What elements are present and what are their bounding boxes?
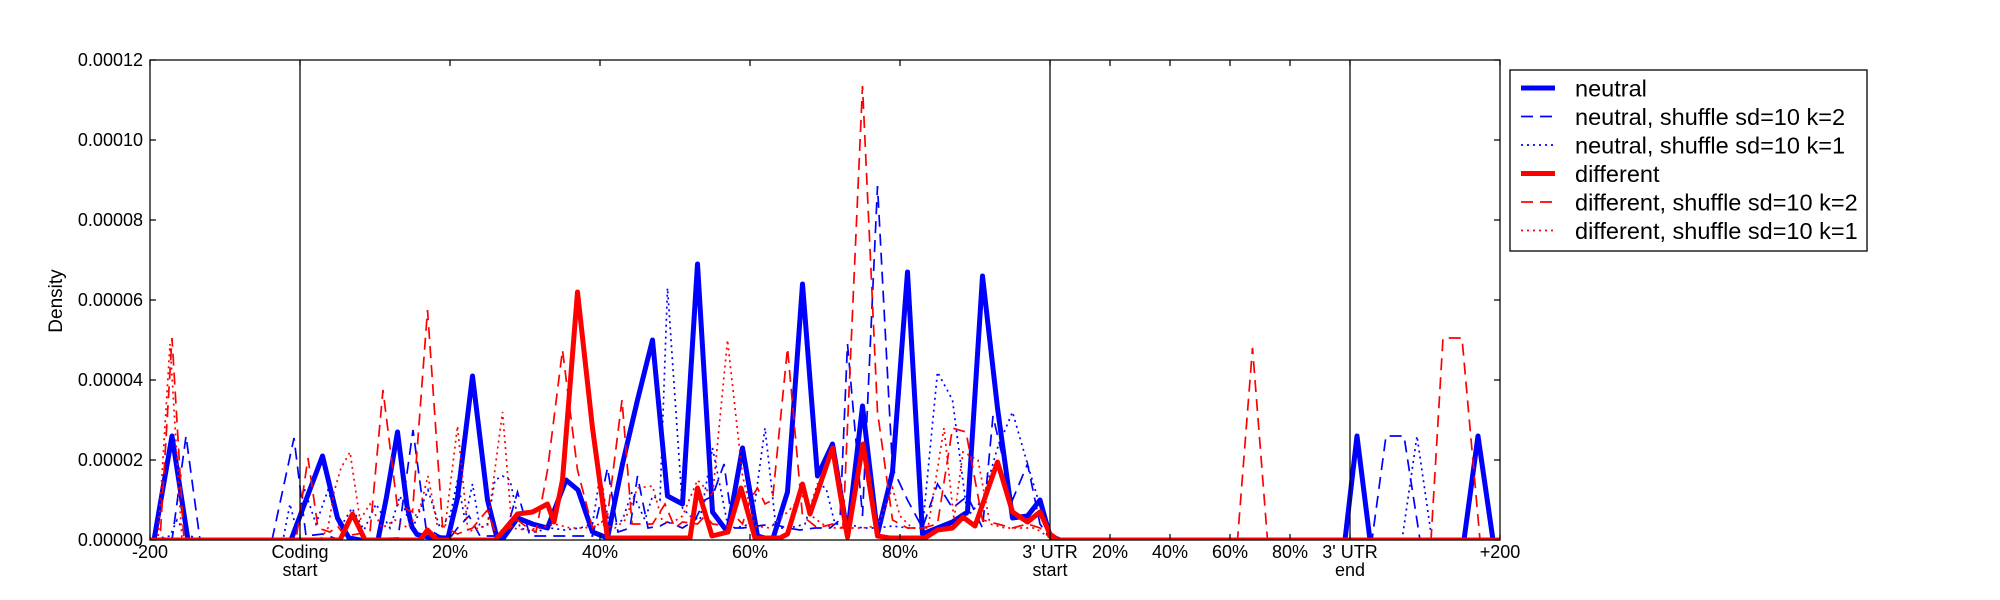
svg-text:40%: 40% bbox=[1152, 542, 1188, 562]
svg-text:end: end bbox=[1335, 560, 1365, 580]
svg-text:different, shuffle sd=10 k=1: different, shuffle sd=10 k=1 bbox=[1575, 218, 1858, 244]
svg-text:40%: 40% bbox=[582, 542, 618, 562]
svg-text:20%: 20% bbox=[1092, 542, 1128, 562]
svg-text:3' UTR: 3' UTR bbox=[1022, 542, 1077, 562]
svg-text:neutral: neutral bbox=[1575, 76, 1647, 102]
svg-text:60%: 60% bbox=[1212, 542, 1248, 562]
svg-text:3' UTR: 3' UTR bbox=[1322, 542, 1377, 562]
svg-text:+200: +200 bbox=[1480, 542, 1521, 562]
svg-text:80%: 80% bbox=[1272, 542, 1308, 562]
svg-text:0.00002: 0.00002 bbox=[78, 450, 143, 470]
svg-text:-200: -200 bbox=[132, 542, 168, 562]
svg-text:different: different bbox=[1575, 161, 1660, 187]
svg-text:0.00004: 0.00004 bbox=[78, 370, 143, 390]
svg-text:0.00006: 0.00006 bbox=[78, 290, 143, 310]
svg-text:0.00008: 0.00008 bbox=[78, 210, 143, 230]
svg-text:0.00000: 0.00000 bbox=[78, 530, 143, 550]
svg-text:0.00012: 0.00012 bbox=[78, 50, 143, 70]
svg-text:neutral, shuffle sd=10 k=1: neutral, shuffle sd=10 k=1 bbox=[1575, 133, 1845, 159]
svg-text:0.00010: 0.00010 bbox=[78, 130, 143, 150]
svg-text:neutral, shuffle sd=10 k=2: neutral, shuffle sd=10 k=2 bbox=[1575, 104, 1845, 130]
svg-text:60%: 60% bbox=[732, 542, 768, 562]
svg-text:Density: Density bbox=[46, 269, 67, 333]
svg-text:Coding: Coding bbox=[271, 542, 328, 562]
svg-text:20%: 20% bbox=[432, 542, 468, 562]
svg-text:80%: 80% bbox=[882, 542, 918, 562]
svg-text:different, shuffle sd=10 k=2: different, shuffle sd=10 k=2 bbox=[1575, 190, 1858, 216]
svg-text:start: start bbox=[1032, 560, 1067, 580]
svg-text:start: start bbox=[282, 560, 317, 580]
